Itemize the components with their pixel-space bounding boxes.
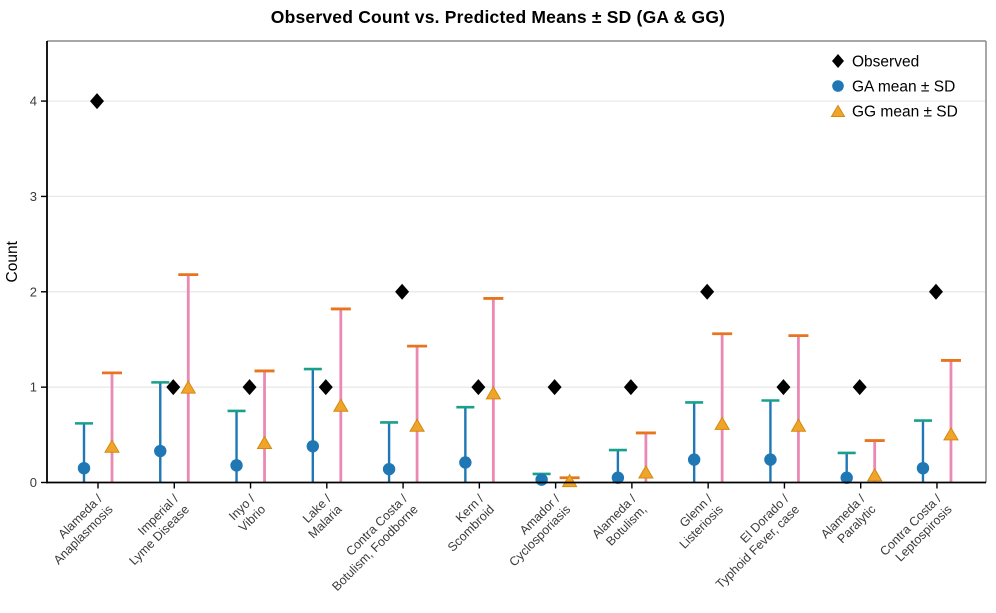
gg-mean-marker xyxy=(714,416,731,430)
x-tick-label: Contra Costa /Leptospirosis xyxy=(877,491,955,569)
legend-circle-icon xyxy=(832,80,844,92)
gg-mean-marker xyxy=(332,398,349,412)
observed-marker xyxy=(547,379,562,396)
legend-triangle-icon xyxy=(830,104,846,117)
chart-title: Observed Count vs. Predicted Means ± SD … xyxy=(270,7,726,27)
gg-mean-marker xyxy=(104,439,120,453)
x-tick-label: Inyo /Vibrio xyxy=(225,491,268,534)
x-tick-label: Lake /Malaria xyxy=(295,491,345,541)
observed-marker xyxy=(623,379,638,396)
ga-mean-marker xyxy=(687,453,701,466)
gg-mean-marker xyxy=(256,435,273,449)
ga-mean-marker xyxy=(154,444,167,458)
legend-diamond-icon xyxy=(832,54,844,68)
x-tick-label: Alameda /Botulism, xyxy=(589,491,650,552)
ga-mean-marker xyxy=(535,473,548,486)
observed-marker xyxy=(852,379,867,396)
ga-mean-marker xyxy=(382,462,396,476)
gg-mean-marker xyxy=(790,418,807,432)
ga-mean-marker xyxy=(306,440,320,453)
x-tick-label: Alameda /Paralytic xyxy=(818,491,879,552)
observed-marker xyxy=(166,379,181,396)
y-tick-label: 0 xyxy=(30,475,37,490)
x-tick-label: Kern /Scombroid xyxy=(434,491,497,554)
ga-mean-marker xyxy=(230,459,243,472)
gg-mean-marker xyxy=(866,467,883,482)
ga-mean-marker xyxy=(77,461,91,475)
legend-label: Observed xyxy=(852,54,919,71)
observed-marker xyxy=(395,283,410,300)
y-tick-label: 3 xyxy=(30,189,37,204)
ga-mean-marker xyxy=(840,471,853,484)
x-tick-label: Glenn /Listeriosis xyxy=(666,491,726,551)
x-tick-label: Amador /Cyclosporiasis xyxy=(496,491,574,569)
gg-mean-marker xyxy=(943,426,959,441)
x-tick-label: Alameda /Anaplasmosis xyxy=(40,491,116,567)
gg-mean-marker xyxy=(561,473,578,488)
x-tick-label: Imperial /Lyme Disease xyxy=(116,491,193,568)
ga-mean-marker xyxy=(611,471,625,484)
gg-mean-marker xyxy=(180,380,197,394)
ga-mean-marker xyxy=(764,453,777,466)
ga-mean-marker xyxy=(459,456,472,469)
observed-marker xyxy=(700,283,715,300)
observed-marker xyxy=(928,283,943,300)
y-axis-label: Count xyxy=(4,240,21,282)
gg-mean-marker xyxy=(409,418,425,432)
y-tick-label: 2 xyxy=(30,284,37,299)
y-tick-label: 1 xyxy=(30,380,37,395)
y-tick-label: 4 xyxy=(30,94,37,109)
observed-marker xyxy=(776,379,791,396)
gg-mean-marker xyxy=(485,385,502,400)
observed-marker xyxy=(242,379,257,396)
observed-marker xyxy=(471,379,486,396)
observed-marker xyxy=(90,93,104,110)
legend-label: GA mean ± SD xyxy=(852,79,955,96)
legend-label: GG mean ± SD xyxy=(852,104,958,121)
ga-mean-marker xyxy=(916,461,930,475)
observed-marker xyxy=(318,379,333,396)
gg-mean-marker xyxy=(638,465,654,479)
